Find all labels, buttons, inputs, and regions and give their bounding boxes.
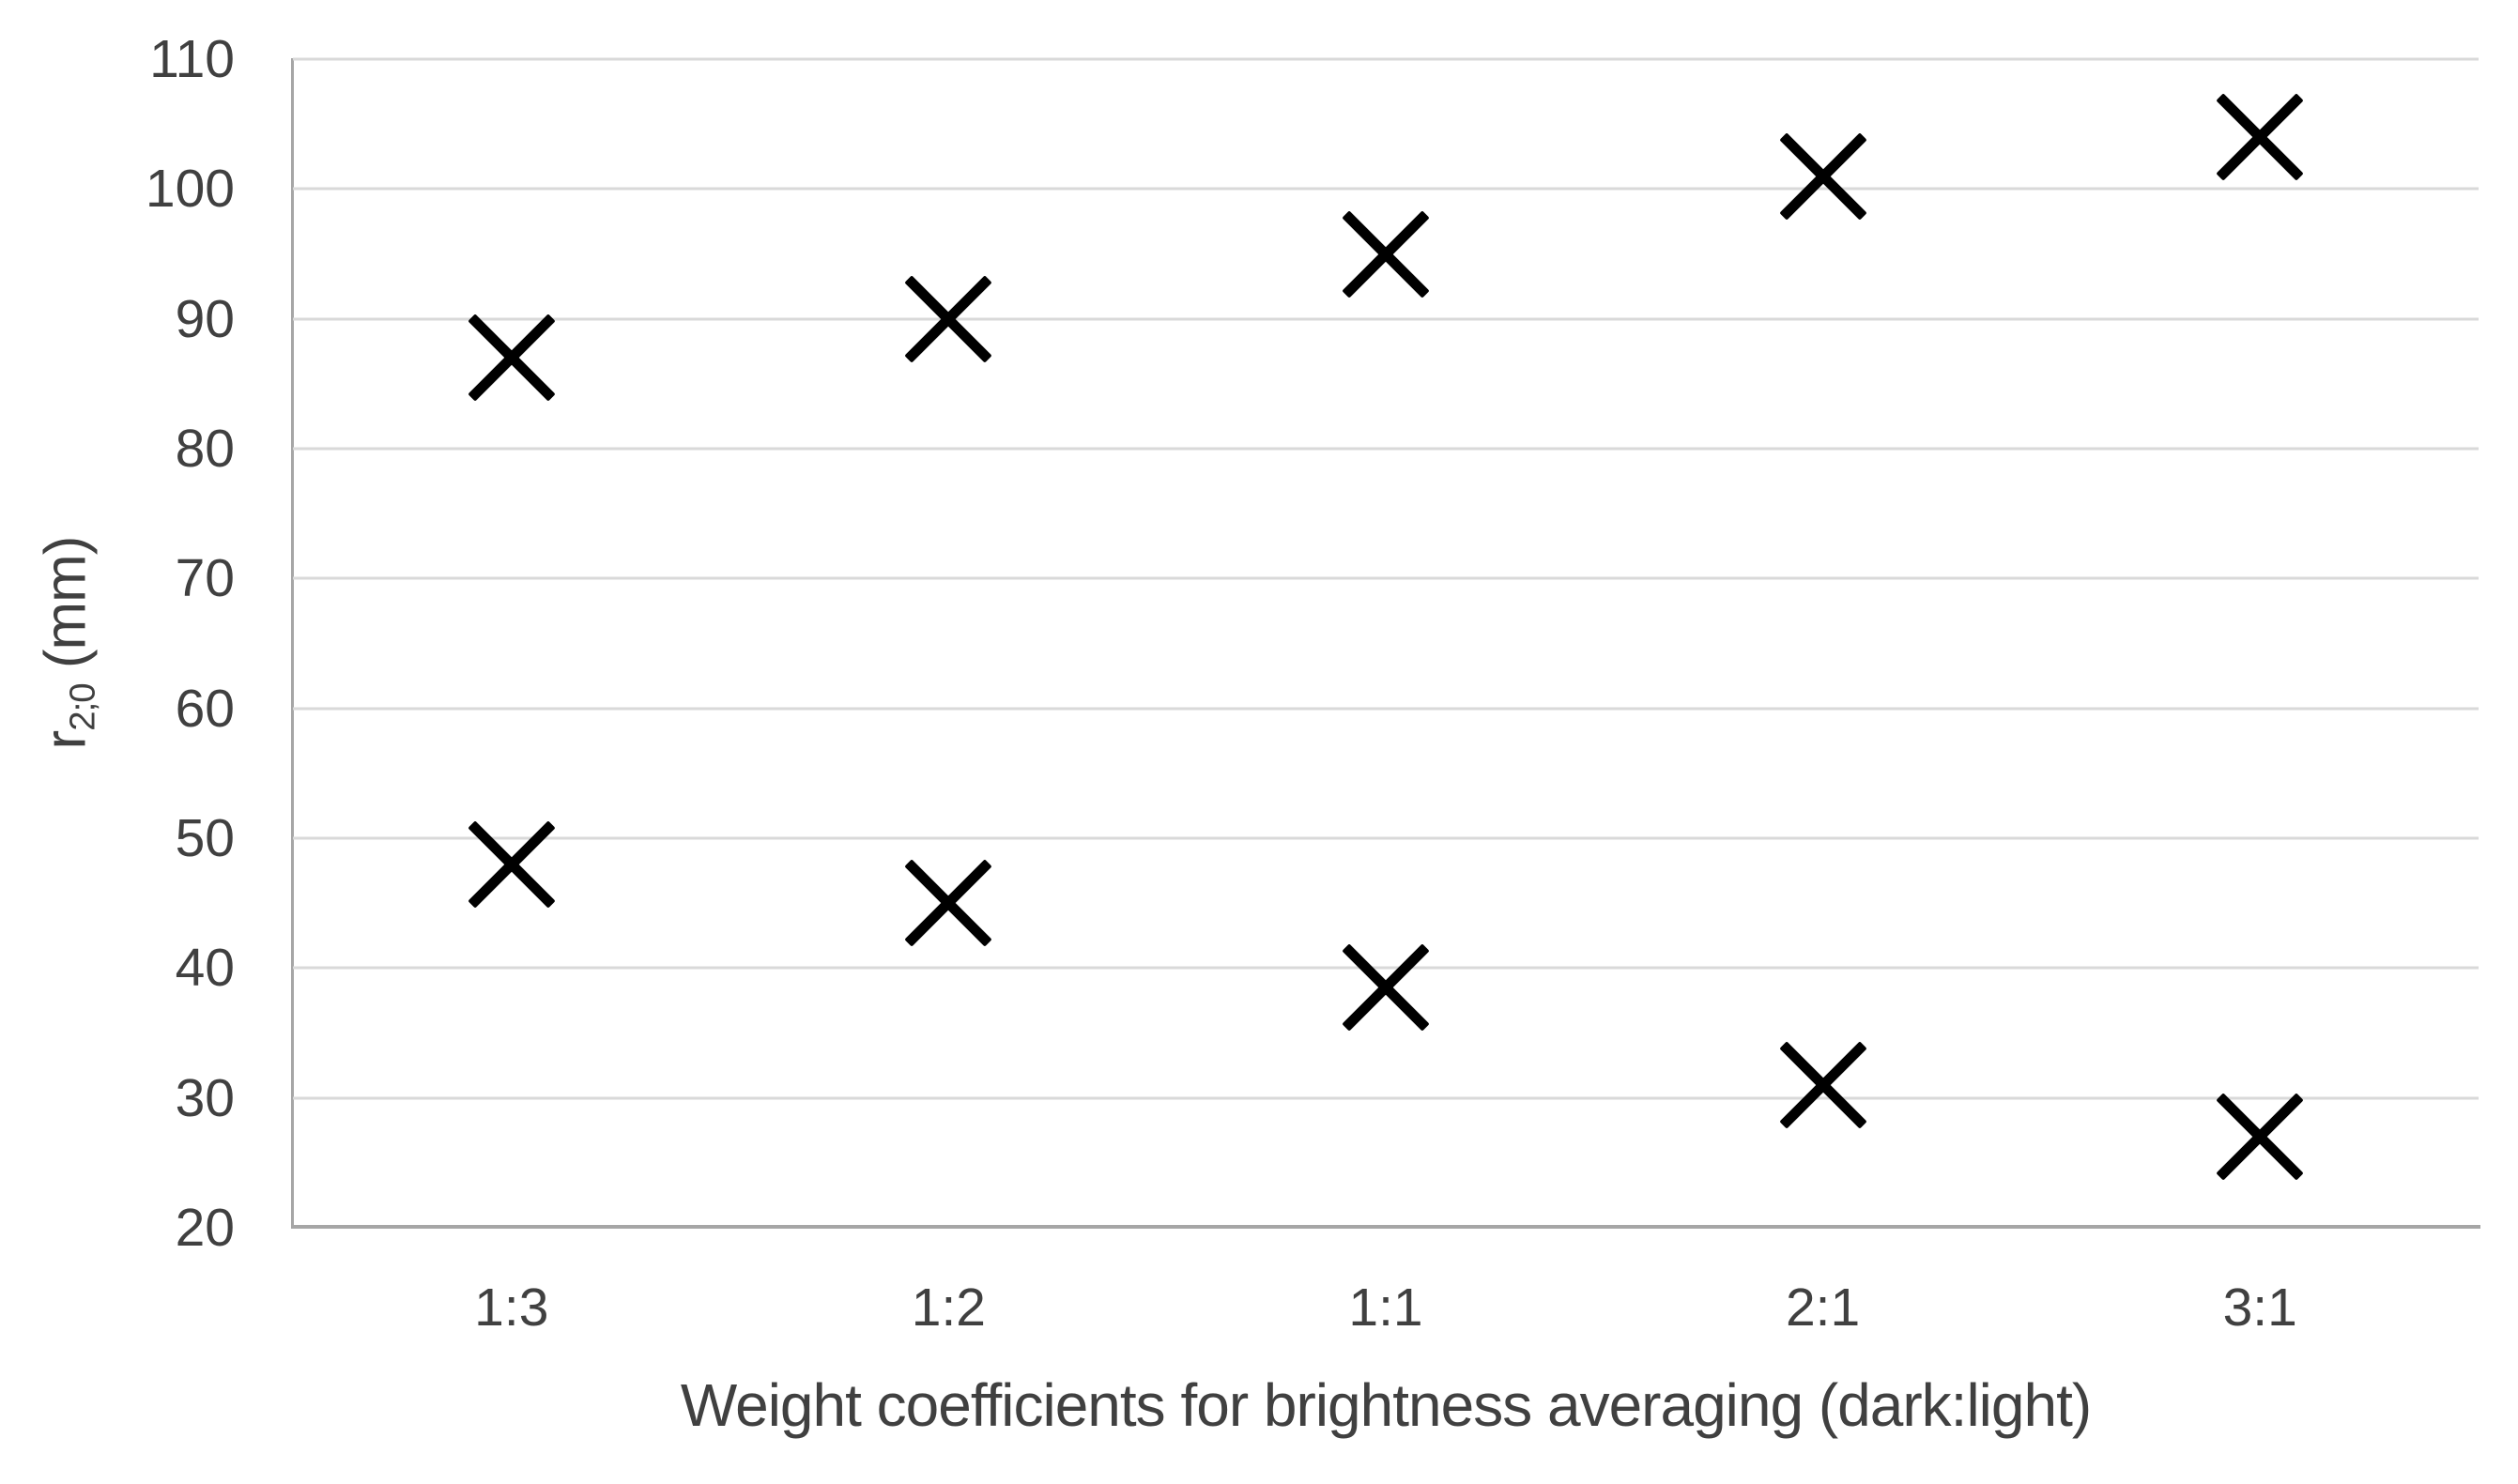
y-tick-label: 80 xyxy=(175,419,235,479)
gridline xyxy=(293,57,2479,61)
y-tick-label: 50 xyxy=(175,808,235,868)
gridline xyxy=(293,576,2479,580)
y-tick-label: 60 xyxy=(175,678,235,739)
data-point-marker xyxy=(1342,943,1430,1032)
y-tick-label: 40 xyxy=(175,938,235,999)
gridline xyxy=(293,187,2479,191)
gridline xyxy=(293,1096,2479,1100)
x-tick-label: 1:3 xyxy=(474,1277,549,1338)
data-point-marker xyxy=(468,819,556,909)
data-point-marker xyxy=(2216,93,2304,181)
data-point-marker xyxy=(904,274,993,363)
data-point-marker xyxy=(1778,1041,1867,1129)
data-point-marker xyxy=(2216,1093,2304,1181)
y-tick-label: 70 xyxy=(175,548,235,609)
gridline xyxy=(293,966,2479,970)
x-tick-label: 2:1 xyxy=(1785,1277,1861,1338)
x-tick-label: 1:2 xyxy=(911,1277,987,1338)
data-point-marker xyxy=(1342,209,1430,298)
y-tick-label: 90 xyxy=(175,288,235,349)
y-tick-label: 100 xyxy=(145,159,235,220)
gridline xyxy=(293,836,2479,840)
y-axis-line xyxy=(291,58,294,1229)
gridline xyxy=(293,317,2479,321)
y-tick-label: 30 xyxy=(175,1067,235,1128)
x-tick-label: 1:1 xyxy=(1348,1277,1423,1338)
x-axis-title: Weight coefficients for brightness avera… xyxy=(680,1371,2092,1439)
x-tick-label: 3:1 xyxy=(2222,1277,2297,1338)
plot-area xyxy=(293,57,2479,1228)
gridline xyxy=(293,707,2479,711)
data-point-marker xyxy=(1778,131,1867,221)
y-tick-label: 110 xyxy=(149,29,235,89)
x-axis-line xyxy=(291,1225,2480,1229)
y-tick-label: 20 xyxy=(175,1198,235,1258)
data-point-marker xyxy=(904,859,993,947)
data-point-marker xyxy=(468,314,556,402)
gridline xyxy=(293,447,2479,451)
